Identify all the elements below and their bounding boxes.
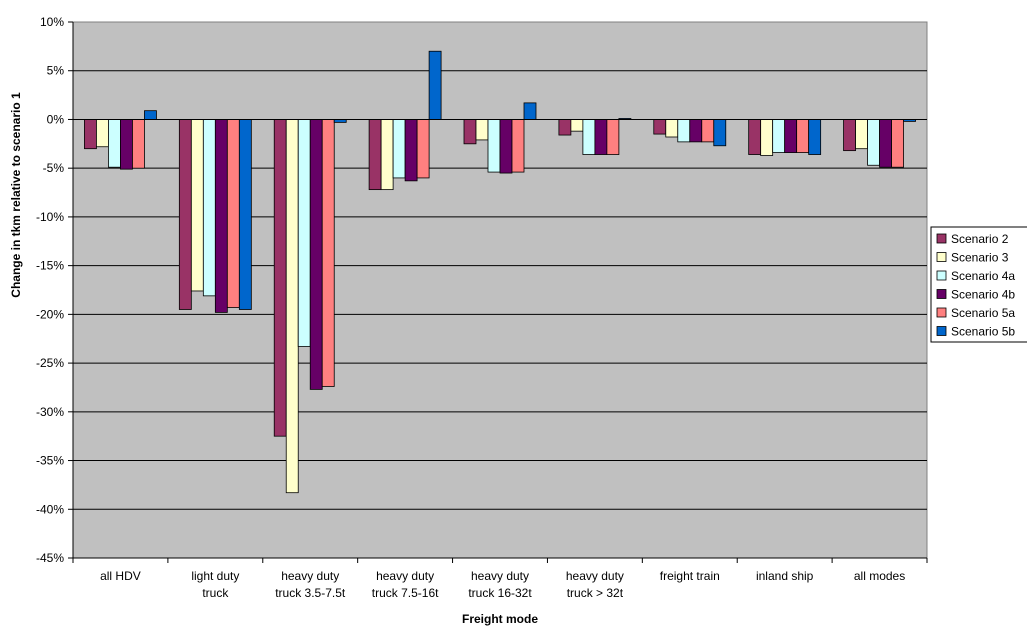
x-category-label: inland ship <box>756 569 814 583</box>
bar <box>132 119 145 169</box>
bar <box>784 119 798 153</box>
bar <box>701 119 715 143</box>
y-tick-label: -20% <box>36 307 64 321</box>
bar <box>879 119 892 168</box>
bar <box>523 102 537 120</box>
x-category-label: heavy duty <box>376 569 434 583</box>
bar <box>796 119 810 153</box>
y-tick-label: -25% <box>36 356 64 370</box>
x-category-label: truck > 32t <box>567 586 624 600</box>
y-tick-label: -35% <box>36 454 64 468</box>
bar <box>463 119 477 145</box>
bar <box>238 119 252 310</box>
bar <box>843 119 856 152</box>
x-category-label: all HDV <box>100 569 141 583</box>
x-category-label: heavy duty <box>566 569 624 583</box>
legend-box <box>930 226 1027 343</box>
bar <box>285 119 299 494</box>
bar <box>713 119 727 147</box>
bar <box>594 119 608 155</box>
legend-swatch <box>936 307 947 318</box>
bar <box>309 119 323 390</box>
bar <box>748 119 762 155</box>
bar <box>214 119 228 313</box>
x-category-label: truck <box>202 586 229 600</box>
y-tick-label: -45% <box>36 551 64 565</box>
bar <box>404 119 418 182</box>
bar <box>582 119 596 155</box>
x-category-label: truck 3.5-7.5t <box>275 586 346 600</box>
x-category-label: freight train <box>660 569 720 583</box>
bar <box>867 119 880 166</box>
bar <box>665 119 679 138</box>
bar <box>392 119 406 179</box>
x-category-label: truck 7.5-16t <box>372 586 439 600</box>
bar <box>475 119 489 141</box>
bar <box>321 119 335 387</box>
bar <box>487 119 501 173</box>
bar <box>511 119 525 173</box>
legend-swatch <box>936 252 947 262</box>
x-category-label: heavy duty <box>281 569 339 583</box>
bar <box>653 119 667 135</box>
bar <box>202 119 216 297</box>
y-tick-label: -5% <box>43 161 65 175</box>
bar <box>108 119 121 168</box>
y-tick-label: -30% <box>36 405 64 419</box>
legend-swatch <box>936 270 947 281</box>
y-tick-label: 10% <box>40 15 64 29</box>
bar <box>558 119 572 136</box>
bar <box>677 119 691 143</box>
bar <box>84 119 97 150</box>
y-tick-label: -40% <box>36 502 64 516</box>
bar <box>297 119 311 347</box>
bar <box>891 119 904 168</box>
y-tick-label: -15% <box>36 259 64 273</box>
bar <box>428 50 442 120</box>
y-tick-label: 5% <box>47 64 65 78</box>
x-axis-title: Freight mode <box>462 612 538 626</box>
bar <box>760 119 774 156</box>
legend-label: Scenario 2 <box>951 232 1009 246</box>
bar <box>96 119 109 148</box>
bar <box>499 119 513 174</box>
bar <box>144 110 157 120</box>
bar <box>808 119 822 155</box>
y-axis-title: Change in tkm relative to scenario 1 <box>9 92 23 298</box>
legend-label: Scenario 5b <box>951 325 1015 339</box>
bar <box>689 119 703 143</box>
y-tick-label: 0% <box>47 112 65 126</box>
bar <box>368 119 382 191</box>
x-category-label: light duty <box>191 569 239 583</box>
legend-label: Scenario 3 <box>951 251 1009 265</box>
legend-swatch <box>936 326 947 336</box>
bar <box>273 119 287 437</box>
legend: Scenario 2 Scenario 3 Scenario 4a Scenario … <box>930 226 1027 343</box>
bar <box>570 119 584 132</box>
x-category-label: truck 16-32t <box>468 586 532 600</box>
legend-label: Scenario 4b <box>951 288 1015 302</box>
x-category-label: heavy duty <box>471 569 529 583</box>
legend-label: Scenario 5a <box>951 306 1015 320</box>
legend-label: Scenario 4a <box>951 269 1015 283</box>
x-category-label: all modes <box>854 569 905 583</box>
bar <box>380 119 394 191</box>
bar <box>120 119 133 170</box>
axis-layer: -45% -40% -35% -30% -25% -20% -15% -10% -5% 0% 5% 1… <box>36 15 928 600</box>
legend-swatch <box>936 233 947 244</box>
bar <box>416 119 430 179</box>
bar <box>606 119 620 155</box>
bar <box>226 119 240 308</box>
y-tick-label: -10% <box>36 210 64 224</box>
bar <box>178 119 192 310</box>
bar <box>855 119 868 150</box>
bar <box>190 119 204 292</box>
legend-swatch <box>936 289 947 299</box>
bar <box>772 119 786 153</box>
